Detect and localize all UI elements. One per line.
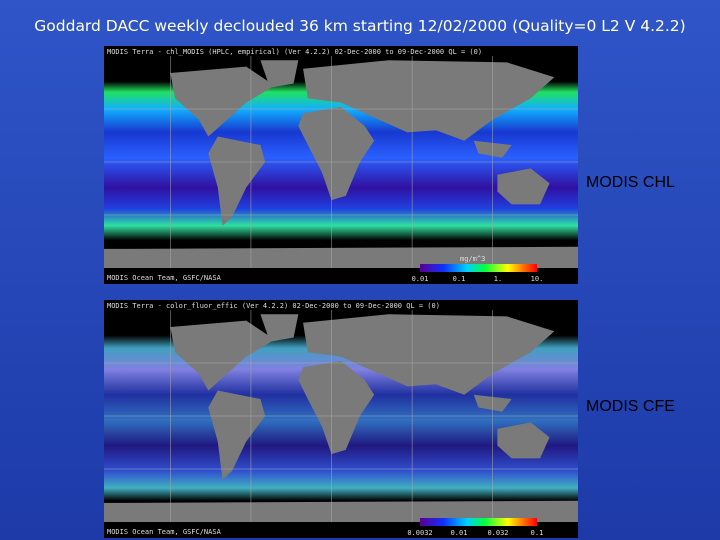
colorbar-label: 0.1: [531, 529, 544, 537]
colorbar-label: 0.032: [487, 529, 508, 537]
colorbar: [420, 264, 537, 272]
colorbar-label: 0.1: [453, 275, 466, 283]
landmass: [298, 360, 375, 455]
map-header: MODIS Terra - chl_MODIS (HPLC, empirical…: [107, 48, 482, 56]
panel-label: MODIS CFE: [586, 398, 675, 415]
landmass: [170, 66, 275, 137]
landmass: [497, 422, 550, 459]
colorbar-unit: mg/m^3: [460, 255, 485, 263]
colorbar: [420, 518, 537, 526]
landmass: [260, 60, 299, 88]
map-panel: MODIS Terra - chl_MODIS (HPLC, empirical…: [104, 46, 675, 284]
colorbar-label: 10.: [531, 275, 544, 283]
map-footer: MODIS Ocean Team, GSFC/NASA: [107, 528, 222, 536]
map-header: MODIS Terra - color_fluor_effic (Ver 4.2…: [107, 302, 440, 310]
panel-label: MODIS CHL: [586, 174, 675, 191]
landmass: [104, 500, 578, 522]
landmass: [303, 60, 555, 141]
landmass: [104, 246, 578, 268]
slide-title: Goddard DACC weekly declouded 36 km star…: [34, 17, 685, 35]
map-footer: MODIS Ocean Team, GSFC/NASA: [107, 274, 222, 282]
landmass: [497, 168, 550, 205]
landmass: [303, 314, 555, 395]
colorbar-label: 0.01: [451, 529, 468, 537]
colorbar-label: 1.: [494, 275, 502, 283]
map-panel: MODIS Terra - color_fluor_effic (Ver 4.2…: [104, 300, 675, 538]
landmass: [298, 106, 375, 201]
landmass: [260, 314, 299, 342]
panels: MODIS Terra - chl_MODIS (HPLC, empirical…: [104, 46, 675, 538]
landmass: [170, 320, 275, 391]
colorbar-label: 0.01: [412, 275, 429, 283]
colorbar-label: 0.0032: [407, 529, 432, 537]
